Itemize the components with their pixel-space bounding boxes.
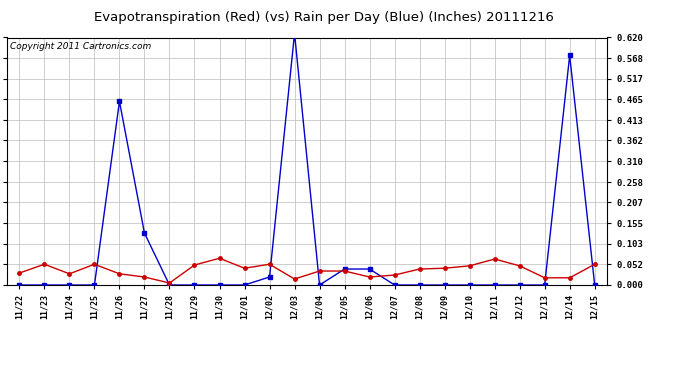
Text: Evapotranspiration (Red) (vs) Rain per Day (Blue) (Inches) 20111216: Evapotranspiration (Red) (vs) Rain per D… (95, 11, 554, 24)
Text: Copyright 2011 Cartronics.com: Copyright 2011 Cartronics.com (10, 42, 151, 51)
